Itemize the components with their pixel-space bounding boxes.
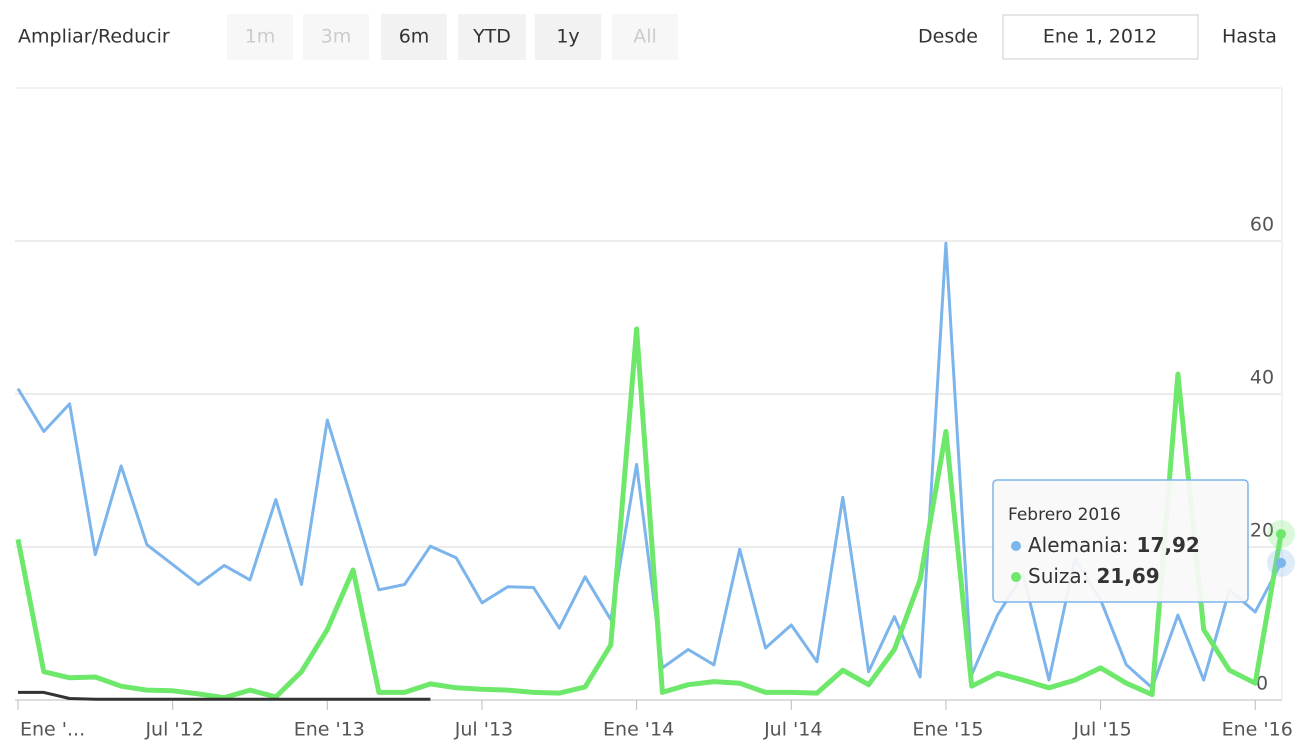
range-button-label[interactable]: 6m	[399, 26, 430, 48]
hover-point	[1276, 557, 1286, 568]
y-tick-label: 0	[1256, 673, 1268, 695]
range-button[interactable]	[612, 14, 678, 60]
series-line	[15, 326, 1284, 701]
tooltip-dot	[1011, 541, 1021, 551]
range-button[interactable]	[303, 14, 369, 60]
x-tick-label: Ene '16	[1222, 719, 1293, 741]
tooltip-separator: :	[1082, 564, 1089, 588]
tooltip-box	[992, 479, 1249, 603]
from-input[interactable]	[1002, 14, 1199, 60]
tooltip-dot	[1011, 572, 1021, 582]
tooltip-separator: :	[1122, 533, 1129, 557]
tooltip-row: Suiza: 21,69	[1028, 564, 1160, 588]
x-tick-label: Ene '13	[294, 719, 365, 741]
hover-point	[1276, 529, 1286, 540]
x-tick-label: Jul '13	[454, 719, 513, 741]
to-label: Hasta	[1222, 26, 1277, 48]
y-tick-label: 60	[1250, 214, 1274, 236]
x-tick-label: Jul '15	[1072, 719, 1131, 741]
x-tick-label: Jul '14	[763, 719, 822, 741]
range-button-label[interactable]: 3m	[321, 26, 352, 48]
x-tick-label: Jul '12	[144, 719, 203, 741]
range-button[interactable]	[535, 14, 601, 60]
range-button-label[interactable]: 1y	[556, 26, 579, 48]
tooltip-value: 21,69	[1096, 564, 1159, 588]
range-button[interactable]	[458, 14, 526, 60]
y-tick-label: 20	[1250, 520, 1274, 542]
tooltip-title: Febrero 2016	[1008, 505, 1121, 525]
zoom-label: Ampliar/Reducir	[18, 26, 170, 48]
range-button[interactable]	[381, 14, 447, 60]
range-button-label[interactable]: 1m	[245, 26, 276, 48]
tooltip-value: 17,92	[1137, 533, 1200, 557]
range-button-label[interactable]: YTD	[472, 26, 511, 48]
series-line	[18, 690, 431, 701]
tooltip-series-name: Alemania	[1028, 533, 1122, 557]
x-tick-label: Ene '15	[912, 719, 983, 741]
tooltip-row: Alemania: 17,92	[1028, 533, 1200, 557]
y-tick-label: 40	[1250, 367, 1274, 389]
tooltip-series-name: Suiza	[1028, 564, 1082, 588]
range-button[interactable]	[227, 14, 293, 60]
from-value[interactable]: Ene 1, 2012	[1043, 26, 1157, 48]
range-button-label[interactable]: All	[633, 26, 657, 48]
from-label: Desde	[918, 26, 978, 48]
x-tick-label: Ene '14	[603, 719, 674, 741]
x-tick-label: Ene '...	[20, 719, 85, 741]
series-line	[16, 241, 1283, 690]
